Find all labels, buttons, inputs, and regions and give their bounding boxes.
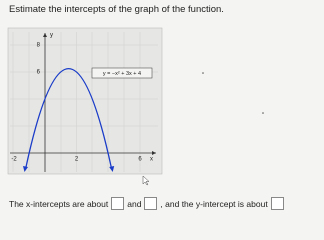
x-axis-label: x — [150, 157, 153, 163]
parabola — [25, 67, 112, 168]
answer-input[interactable] — [270, 197, 284, 210]
answer-text: , and the y-intercept is about — [160, 198, 268, 209]
curve-arrow — [23, 166, 28, 172]
x-tick-label: 2 — [75, 157, 79, 163]
y-axis-label: y — [50, 33, 53, 39]
answer-input[interactable] — [144, 197, 158, 210]
y-axis-arrow — [43, 33, 47, 37]
graph-frame — [7, 27, 163, 175]
page: Estimate the intercepts of the graph of … — [7, 4, 284, 210]
x-axis-arrow — [152, 151, 156, 155]
answer-line: The x-intercepts are about and , and the… — [9, 197, 284, 210]
x-tick-label: -2 — [11, 157, 17, 163]
curve-arrow — [109, 166, 115, 172]
answer-text: and — [127, 198, 142, 209]
answer-input[interactable] — [111, 197, 125, 210]
graph: y x 8 6 -2 2 6 y = −x² + 3x + 4 — [7, 27, 264, 186]
answer-text: The x-intercepts are about — [9, 198, 109, 209]
equation-box — [91, 67, 153, 79]
question-title: Estimate the intercepts of the graph of … — [9, 4, 224, 15]
y-tick-label: 6 — [37, 70, 41, 76]
dot — [202, 72, 204, 74]
y-tick-label: 8 — [37, 43, 41, 49]
dot — [262, 112, 264, 114]
x-tick-label: 6 — [138, 157, 142, 163]
cursor — [142, 175, 150, 186]
equation: y = −x² + 3x + 4 — [103, 71, 141, 77]
